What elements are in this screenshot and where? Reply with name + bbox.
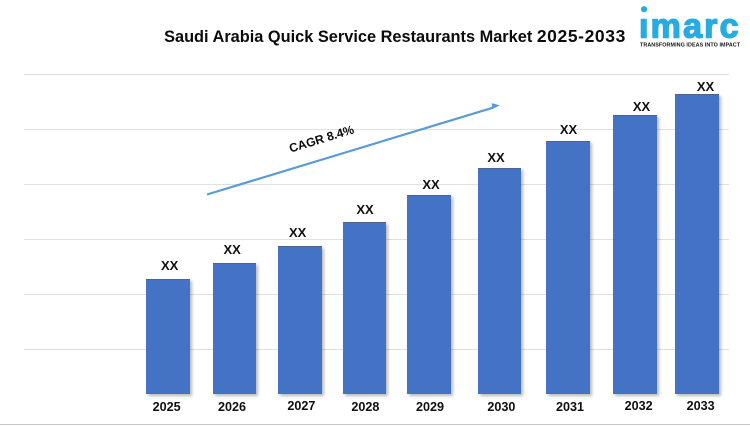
svg-text:TRANSFORMING IDEAS INTO IMPACT: TRANSFORMING IDEAS INTO IMPACT (640, 43, 741, 49)
svg-text:ımarc: ımarc (639, 8, 741, 46)
